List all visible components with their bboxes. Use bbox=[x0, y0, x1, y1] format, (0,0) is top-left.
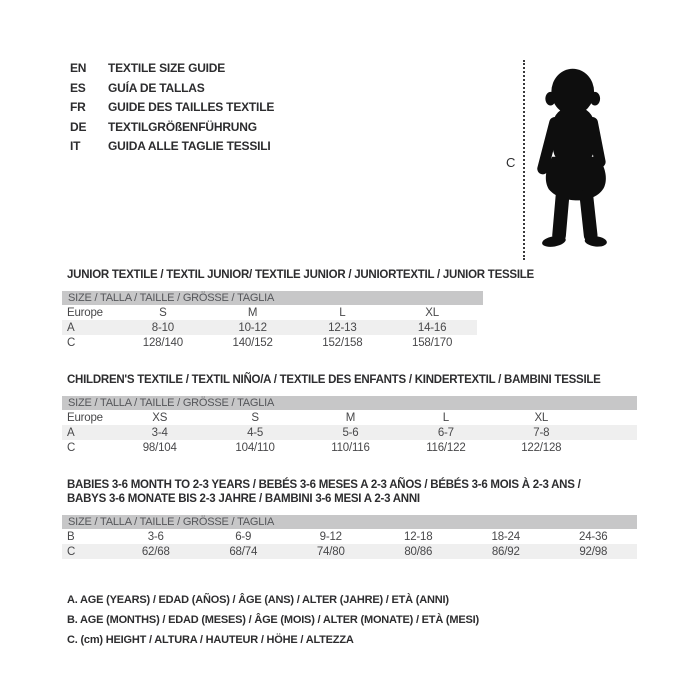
size-cell: 6-7 bbox=[437, 426, 454, 439]
size-header-bar: SIZE / TALLA / TAILLE / GRÖSSE / TAGLIA bbox=[62, 291, 483, 305]
section-babies: BABIES 3-6 MONTH TO 2-3 YEARS / BEBÉS 3-… bbox=[62, 478, 637, 559]
size-cell: 122/128 bbox=[521, 441, 562, 454]
size-cell: 62/68 bbox=[141, 545, 170, 558]
table-row: B 3-6 6-9 9-12 12-18 18-24 24-36 bbox=[62, 529, 637, 544]
size-cell: S bbox=[159, 306, 167, 319]
size-cell: M bbox=[247, 306, 258, 319]
size-header-bar: SIZE / TALLA / TAILLE / GRÖSSE / TAGLIA bbox=[62, 515, 637, 529]
size-cell: XL bbox=[534, 411, 549, 424]
language-code: ES bbox=[70, 80, 86, 95]
size-cell: L bbox=[442, 411, 449, 424]
language-title: GUÍA DE TALLAS bbox=[108, 80, 205, 95]
size-cell: 116/122 bbox=[426, 441, 466, 454]
size-cell: 110/116 bbox=[331, 441, 370, 454]
note-height-cm: C. (cm) HEIGHT / ALTURA / HAUTEUR / HÖHE… bbox=[67, 634, 354, 646]
table-row: Europe S M L XL bbox=[62, 305, 477, 320]
size-cell: 4-5 bbox=[247, 426, 264, 439]
size-cell: 92/98 bbox=[579, 545, 608, 558]
size-cell: 140/152 bbox=[232, 336, 273, 349]
section-junior: JUNIOR TEXTILE / TEXTIL JUNIOR/ TEXTILE … bbox=[62, 268, 637, 350]
size-cell: 8-10 bbox=[151, 321, 174, 334]
size-cell: M bbox=[345, 411, 356, 424]
row-label: A bbox=[67, 426, 75, 439]
size-cell: 12-18 bbox=[404, 530, 433, 543]
size-cell: 98/104 bbox=[142, 441, 177, 454]
row-label: A bbox=[67, 321, 75, 334]
legend-notes: A. AGE (YEARS) / EDAD (AÑOS) / ÂGE (ANS)… bbox=[67, 590, 637, 650]
size-tables: JUNIOR TEXTILE / TEXTIL JUNIOR/ TEXTILE … bbox=[62, 268, 637, 650]
section-title: CHILDREN'S TEXTILE / TEXTIL NIÑO/A / TEX… bbox=[67, 374, 601, 386]
row-label: Europe bbox=[67, 411, 103, 424]
size-cell: 104/110 bbox=[235, 441, 275, 454]
size-cell: 14-16 bbox=[417, 321, 447, 334]
size-cell: S bbox=[251, 411, 259, 424]
size-cell: 5-6 bbox=[342, 426, 359, 439]
spacer-cell bbox=[589, 410, 637, 425]
table-row: C 128/140 140/152 152/158 158/170 bbox=[62, 335, 477, 350]
size-cell: 86/92 bbox=[491, 545, 520, 558]
table-row: C 98/104 104/110 110/116 116/122 122/128 bbox=[62, 440, 637, 455]
language-row-it: IT GUIDA ALLE TAGLIE TESSILI bbox=[70, 139, 274, 159]
section-title: BABIES 3-6 MONTH TO 2-3 YEARS / BEBÉS 3-… bbox=[67, 479, 581, 505]
language-title: GUIDE DES TAILLES TEXTILE bbox=[108, 100, 275, 114]
size-cell: 7-8 bbox=[533, 426, 550, 439]
language-list: EN TEXTILE SIZE GUIDE ES GUÍA DE TALLAS FR… bbox=[70, 61, 274, 159]
language-title: TEXTILE SIZE GUIDE bbox=[108, 61, 226, 75]
language-code: IT bbox=[70, 139, 81, 153]
language-code: FR bbox=[70, 100, 86, 114]
table-row: A 3-4 4-5 5-6 6-7 7-8 bbox=[62, 425, 637, 440]
size-cell: 3-6 bbox=[147, 530, 164, 543]
children-size-table: Europe XS S M L XL A 3-4 4-5 5-6 6-7 7-8 C 98/104 104/… bbox=[62, 410, 637, 455]
language-row-en: EN TEXTILE SIZE GUIDE bbox=[70, 61, 274, 81]
row-label: B bbox=[67, 530, 75, 543]
spacer-cell bbox=[589, 440, 637, 455]
size-cell: 18-24 bbox=[491, 530, 521, 543]
row-label: C bbox=[67, 441, 76, 454]
size-cell: 6-9 bbox=[235, 530, 252, 543]
section-title: JUNIOR TEXTILE / TEXTIL JUNIOR/ TEXTILE … bbox=[67, 269, 534, 281]
babies-size-table: B 3-6 6-9 9-12 12-18 18-24 24-36 C 62/68 68/74 74/… bbox=[62, 529, 637, 559]
baby-silhouette-icon bbox=[537, 68, 607, 247]
language-row-fr: FR GUIDE DES TAILLES TEXTILE bbox=[70, 100, 274, 120]
size-cell: 12-13 bbox=[328, 321, 357, 334]
row-label: Europe bbox=[67, 306, 103, 319]
row-label: C bbox=[67, 336, 76, 349]
section-children: CHILDREN'S TEXTILE / TEXTIL NIÑO/A / TEX… bbox=[62, 373, 637, 455]
height-measure-label: C bbox=[506, 155, 516, 170]
row-label: C bbox=[67, 545, 76, 558]
table-row: Europe XS S M L XL bbox=[62, 410, 637, 425]
size-cell: 9-12 bbox=[319, 530, 342, 543]
size-cell: 80/86 bbox=[404, 545, 433, 558]
size-cell: 128/140 bbox=[142, 336, 183, 349]
table-row: A 8-10 10-12 12-13 14-16 bbox=[62, 320, 477, 335]
size-header-bar: SIZE / TALLA / TAILLE / GRÖSSE / TAGLIA bbox=[62, 396, 637, 410]
size-cell: L bbox=[339, 306, 346, 319]
size-cell: XS bbox=[152, 411, 168, 424]
size-cell: 68/74 bbox=[229, 545, 258, 558]
note-age-years: A. AGE (YEARS) / EDAD (AÑOS) / ÂGE (ANS)… bbox=[67, 594, 449, 606]
language-title: TEXTILGRÖßENFÜHRUNG bbox=[108, 119, 257, 134]
size-cell: XL bbox=[425, 306, 439, 319]
junior-size-table: Europe S M L XL A 8-10 10-12 12-13 14-16 C 128/140 1… bbox=[62, 305, 477, 350]
note-age-months: B. AGE (MONTHS) / EDAD (MESES) / ÂGE (MO… bbox=[67, 614, 479, 626]
language-code: EN bbox=[70, 61, 87, 75]
size-cell: 74/80 bbox=[316, 545, 345, 558]
size-cell: 152/158 bbox=[322, 336, 363, 349]
table-row: C 62/68 68/74 74/80 80/86 86/92 92/98 bbox=[62, 544, 637, 559]
language-row-de: DE TEXTILGRÖßENFÜHRUNG bbox=[70, 120, 274, 140]
spacer-cell bbox=[589, 425, 637, 440]
language-code: DE bbox=[70, 119, 87, 134]
size-cell: 24-36 bbox=[579, 530, 608, 543]
height-dimension-line bbox=[523, 60, 525, 260]
size-cell: 10-12 bbox=[238, 321, 267, 334]
size-cell: 3-4 bbox=[151, 426, 168, 439]
language-title: GUIDA ALLE TAGLIE TESSILI bbox=[108, 139, 271, 153]
language-row-es: ES GUÍA DE TALLAS bbox=[70, 81, 274, 101]
size-cell: 158/170 bbox=[412, 336, 453, 349]
